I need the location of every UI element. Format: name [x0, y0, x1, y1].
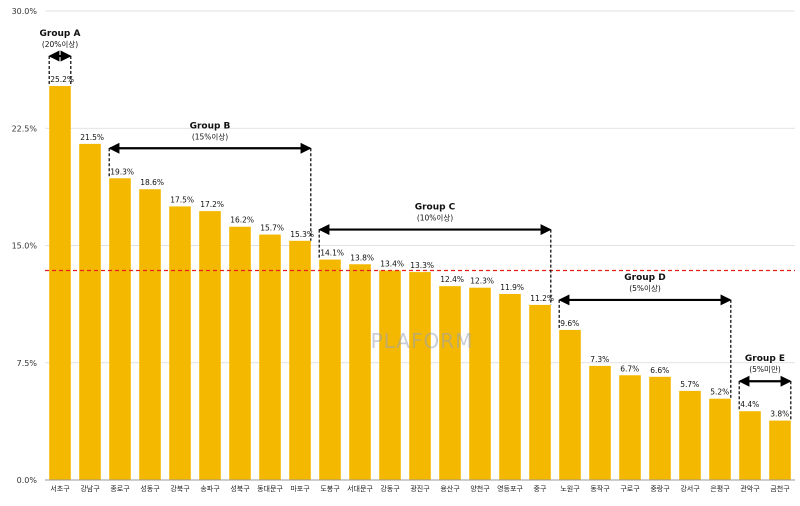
bar [529, 304, 551, 480]
x-tick-label: 강북구 [170, 484, 190, 493]
y-tick-label: 7.5% [17, 359, 38, 368]
data-label: 7.3% [590, 355, 609, 364]
bar [289, 240, 311, 480]
bar [349, 264, 371, 480]
group-title: Group E [745, 354, 785, 364]
data-label: 17.2% [200, 200, 224, 209]
x-tick-label: 중랑구 [650, 485, 670, 493]
group-title: Group B [190, 121, 231, 131]
x-tick-label: 동대문구 [257, 485, 283, 493]
data-label: 6.6% [650, 366, 669, 375]
y-tick-label: 15.0% [12, 242, 38, 251]
axes: 0.0% 7.5% 15.0% 22.5% 30.0% 서초구 강남구 종로구 성동구 강북구 송파… [12, 7, 795, 493]
x-tick-label: 광진구 [410, 484, 430, 493]
x-tick-label: 용산구 [440, 484, 460, 493]
group-title: Group C [415, 203, 456, 213]
data-label: 12.3% [470, 277, 494, 286]
bar [139, 189, 161, 480]
data-label: 11.2% [530, 294, 554, 303]
x-tick-label: 서대문구 [347, 484, 373, 493]
x-tick-label: 성동구 [140, 484, 160, 493]
data-label: 17.5% [170, 195, 194, 204]
y-tick-label: 30.0% [12, 7, 38, 16]
bar [379, 270, 401, 480]
data-label: 6.7% [620, 364, 639, 373]
group-title: Group D [624, 273, 665, 283]
data-label: 25.2% [50, 75, 74, 84]
x-tick-label: 은평구 [710, 484, 730, 493]
data-label: 15.7% [260, 224, 284, 233]
data-label: 13.4% [380, 260, 404, 269]
bar [319, 259, 341, 480]
data-label: 5.7% [680, 380, 699, 389]
x-tick-label: 도봉구 [320, 485, 340, 493]
data-label: 12.4% [440, 275, 464, 284]
x-tick-label: 중구 [534, 485, 547, 493]
bar [49, 86, 71, 480]
y-tick-label: 0.0% [17, 476, 38, 485]
x-tick-label: 성북구 [230, 484, 250, 493]
data-label: 15.3% [290, 230, 314, 239]
x-tick-label: 동작구 [590, 484, 610, 493]
bar [709, 398, 731, 480]
bar [649, 376, 671, 480]
x-tick-label: 양천구 [470, 484, 490, 493]
x-tick-label: 종로구 [110, 485, 130, 493]
group-title: Group A [40, 29, 81, 39]
data-label: 13.8% [350, 253, 374, 262]
y-tick-label: 22.5% [12, 124, 38, 133]
bar [679, 390, 701, 480]
bar [409, 272, 431, 480]
x-tick-label: 강동구 [380, 484, 400, 493]
bar [199, 211, 221, 480]
group-annotations: Group A(20%이상) Group B(15%이상) Group C(10%이… [40, 29, 795, 421]
data-label: 4.4% [740, 400, 759, 409]
group-criteria: (20%이상) [42, 39, 78, 49]
data-label: 14.1% [320, 249, 344, 258]
group-criteria: (5%미만) [749, 365, 781, 374]
data-label: 16.2% [230, 216, 254, 225]
x-tick-label: 노원구 [560, 484, 580, 493]
x-tick-label: 강남구 [80, 484, 100, 493]
bar [229, 226, 251, 480]
group-criteria: (10%이상) [417, 213, 453, 223]
data-label: 5.2% [710, 388, 729, 397]
bar [589, 365, 611, 480]
bar [619, 375, 641, 480]
data-label: 11.9% [500, 283, 524, 292]
watermark: PLAFORM [371, 329, 474, 353]
data-label: 19.3% [110, 167, 134, 176]
x-tick-label: 구로구 [620, 485, 640, 493]
bar [109, 178, 131, 480]
x-tick-label: 송파구 [200, 484, 220, 493]
data-label: 9.6% [560, 319, 579, 328]
x-tick-label: 관악구 [740, 484, 760, 493]
bars: 25.2% 21.5% 19.3% 18.6% 17.5% 17.2% 16.2% 15.7%… [49, 75, 791, 480]
x-tick-label: 금천구 [770, 484, 790, 493]
bar [739, 411, 761, 480]
x-tick-label: 서초구 [50, 484, 70, 493]
bar [469, 287, 491, 480]
bar [499, 293, 521, 480]
data-label: 13.3% [410, 261, 434, 270]
group-criteria: (5%이상) [629, 283, 661, 293]
x-tick-label: 영등포구 [497, 484, 523, 493]
data-label: 3.8% [770, 410, 789, 419]
x-tick-label: 강서구 [680, 484, 700, 493]
x-tick-label: 마포구 [290, 484, 310, 493]
bar [259, 234, 281, 480]
bar [169, 206, 191, 480]
bar [439, 286, 461, 480]
group-criteria: (15%이상) [192, 131, 228, 141]
bar [769, 420, 791, 480]
bar [79, 143, 101, 480]
data-label: 21.5% [80, 133, 104, 142]
data-label: 18.6% [140, 178, 164, 187]
bar [559, 329, 581, 480]
